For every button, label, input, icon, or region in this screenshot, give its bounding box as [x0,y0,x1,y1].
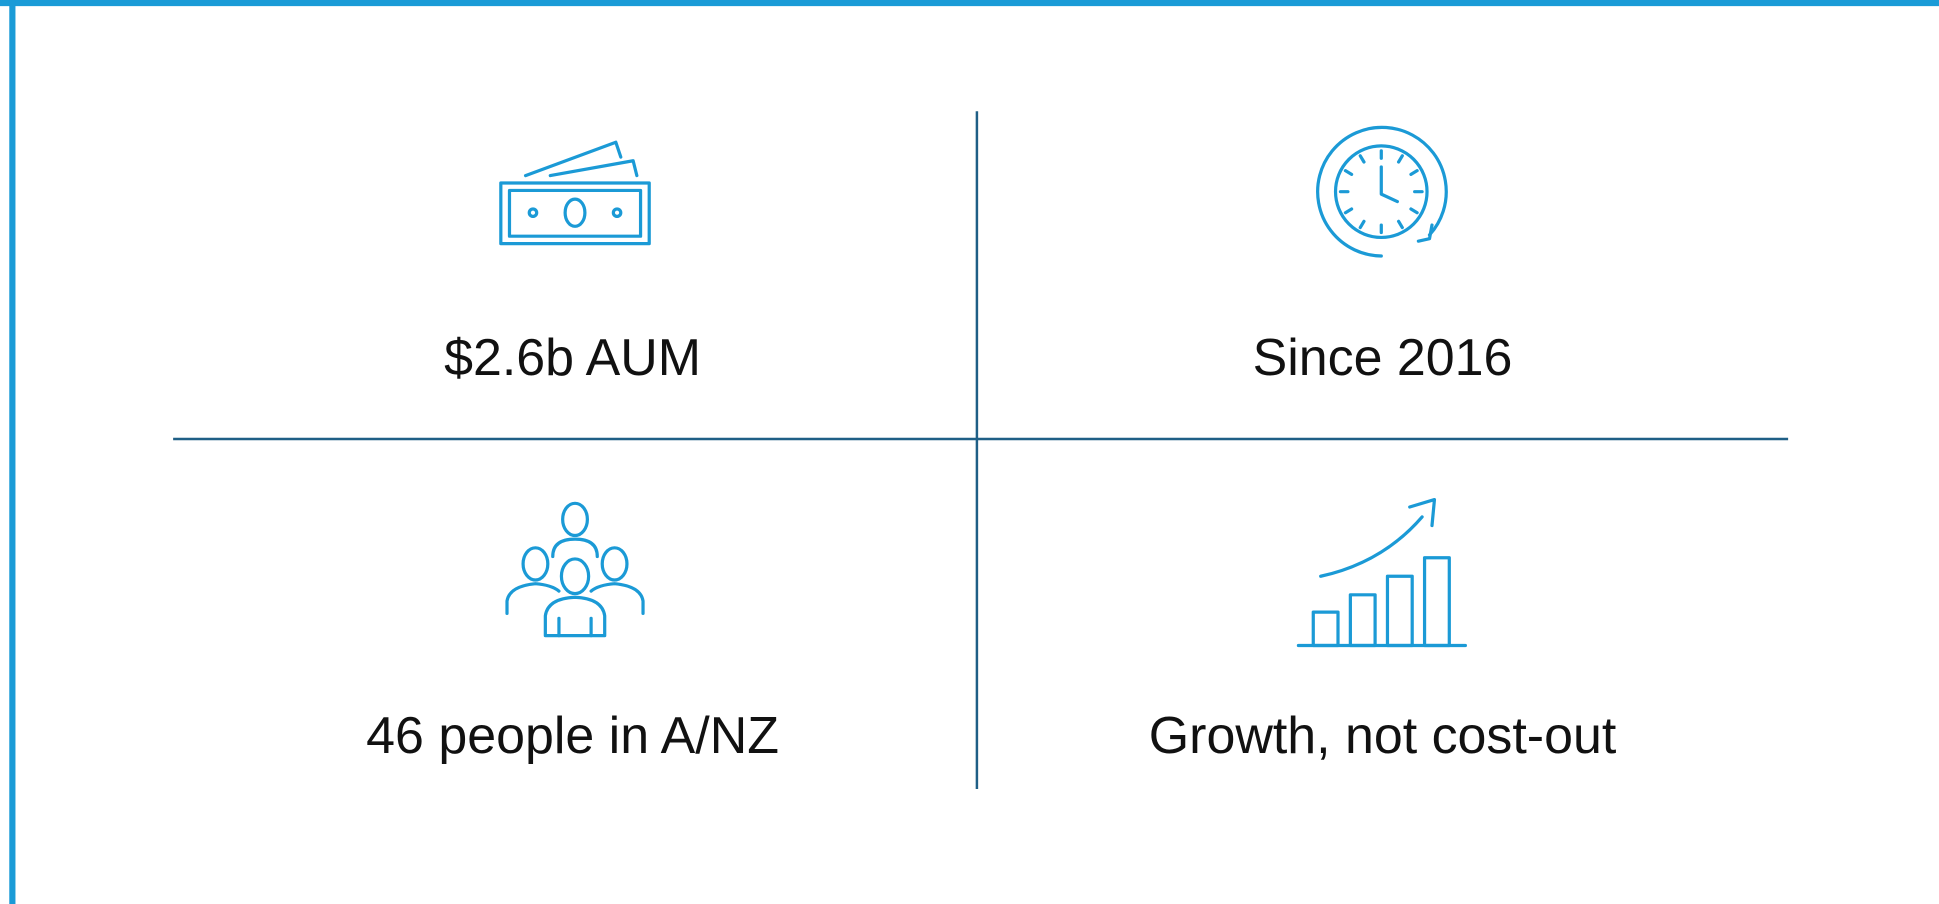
stat-label: Since 2016 [1253,329,1513,387]
money-icon [499,140,651,246]
stat-label: Growth, not cost-out [1149,707,1617,765]
stat-label: 46 people in A/NZ [366,707,779,765]
growth-icon [1296,497,1467,648]
people-icon [505,501,645,638]
clock-icon [1316,125,1448,258]
stat-label: $2.6b AUM [444,329,701,387]
